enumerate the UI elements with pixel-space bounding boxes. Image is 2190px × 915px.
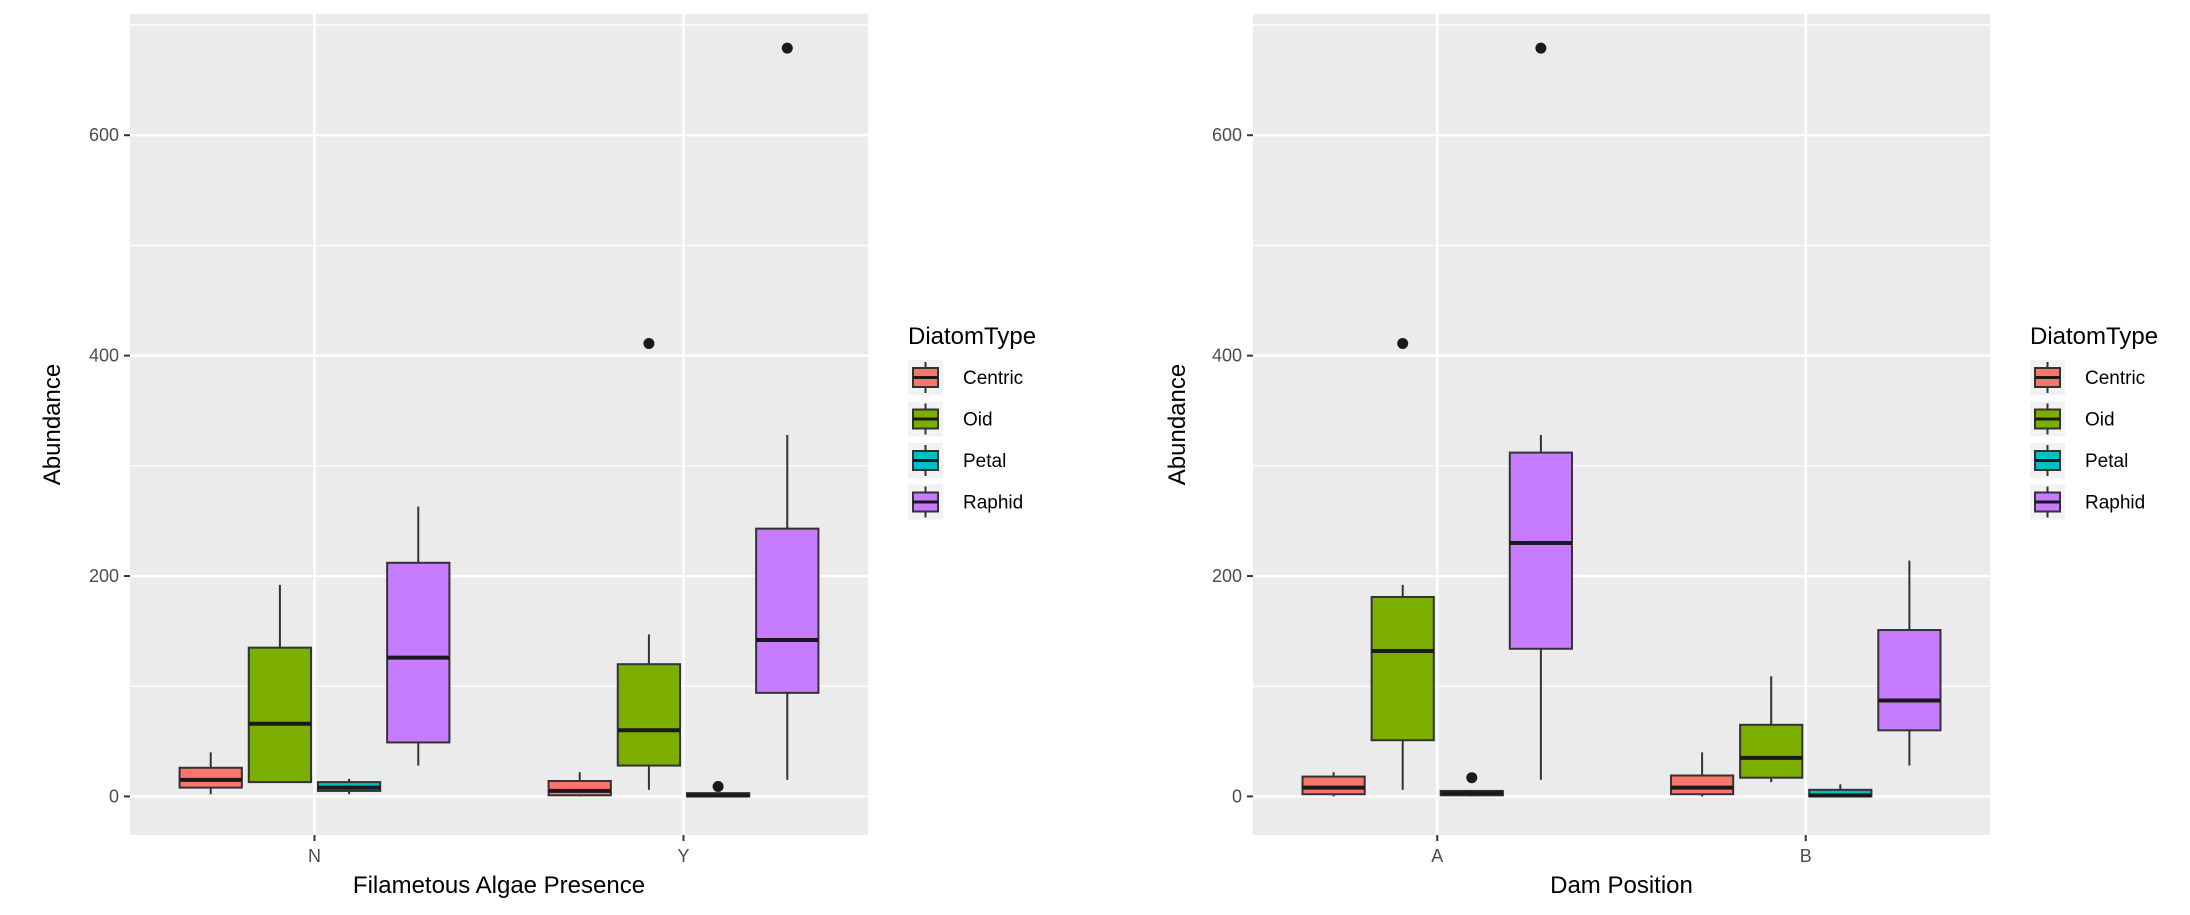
chart-1-legend-item-petal: Petal — [908, 443, 1006, 478]
chart-2-box-centric-a — [1301, 772, 1366, 797]
chart-2-legend-label: Centric — [2085, 368, 2145, 389]
chart-1-box-centric-n — [178, 752, 243, 795]
chart-2-outlier-point — [1397, 338, 1409, 350]
chart-2-y-tick-label: 200 — [1212, 566, 1242, 586]
chart-2-x-tick-label: A — [1431, 846, 1443, 866]
chart-2-plot: 0 200 400 600 A B Dam Position Abundance — [1164, 14, 1990, 899]
chart-1-y-tick-label: 600 — [89, 125, 119, 145]
chart-1-legend-label: Oid — [963, 410, 993, 431]
chart-1-legend-item-raphid: Raphid — [908, 484, 1023, 520]
chart-2-legend-label: Oid — [2085, 410, 2115, 431]
chart-1-legend-label: Centric — [963, 368, 1023, 389]
chart-1-legend-label: Raphid — [963, 493, 1023, 514]
chart-1-box-centric-y — [547, 772, 612, 797]
chart-2-legend-item-petal: Petal — [2030, 443, 2128, 478]
chart-2-box-body — [1877, 629, 1942, 732]
chart-2-outlier-point — [1466, 772, 1478, 784]
chart-1-box-body — [178, 766, 243, 789]
chart-1-legend-item-centric: Centric — [908, 360, 1023, 395]
chart-1-legend-label: Petal — [963, 451, 1006, 472]
chart-1-x-tick-label: Y — [677, 846, 689, 866]
chart-1-outlier-point — [712, 781, 724, 793]
chart-1-box-petal-n — [316, 778, 382, 795]
chart-2-box-oid-a — [1370, 338, 1435, 790]
chart-2-box-body — [1301, 775, 1366, 796]
chart-1-outlier-point — [781, 42, 793, 54]
chart-1-x-tick-label: N — [308, 846, 321, 866]
chart-1-box-body — [616, 663, 682, 767]
chart-1-box-body — [755, 527, 820, 694]
chart-1-box-body — [247, 646, 313, 784]
chart-1-y-tick-label: 400 — [89, 346, 119, 366]
chart-2-y-tick-label: 600 — [1212, 125, 1242, 145]
chart-1-box-oid-y — [616, 338, 682, 790]
chart-1-y-tick-label: 200 — [89, 566, 119, 586]
chart-2-box-oid-b — [1739, 676, 1804, 783]
chart-1-panel-background — [130, 14, 868, 835]
chart-1-legend-item-oid: Oid — [908, 401, 993, 437]
chart-1-legend: DiatomType Centric Oid Petal Raphid — [908, 323, 1036, 520]
chart-2-legend: DiatomType Centric Oid Petal Raphid — [2030, 323, 2158, 520]
chart-2-legend-label: Petal — [2085, 451, 2128, 472]
chart-1-plot: 0 200 400 600 N Y Filametous Algae Presence Abu… — [39, 14, 868, 899]
chart-2-box-petal-a — [1439, 772, 1504, 797]
chart-1-y-axis-title: Abundance — [39, 364, 66, 485]
chart-2-x-axis-title: Dam Position — [1550, 872, 1693, 899]
chart-2-box-petal-b — [1808, 784, 1873, 798]
chart-2-outlier-point — [1535, 42, 1547, 54]
chart-1-box-oid-n — [247, 584, 313, 784]
chart-2-legend-item-raphid: Raphid — [2030, 484, 2145, 520]
chart-2-legend-item-oid: Oid — [2030, 401, 2115, 437]
chart-1-y-tick-label: 0 — [109, 786, 119, 806]
chart-1-box-petal-y — [685, 781, 751, 798]
chart-2-y-tick-label: 0 — [1232, 786, 1242, 806]
chart-2-y-tick-label: 400 — [1212, 346, 1242, 366]
chart-2-box-raphid-b — [1877, 560, 1942, 766]
chart-2-legend-item-centric: Centric — [2030, 360, 2145, 395]
chart-2-box-body — [1739, 723, 1804, 779]
chart-2-y-axis-title: Abundance — [1164, 364, 1191, 485]
chart-2-box-body — [1508, 451, 1573, 650]
chart-1-box-body — [547, 780, 612, 797]
chart-2-legend-title: DiatomType — [2030, 323, 2158, 350]
chart-1-box-body — [386, 561, 451, 744]
chart-2-x-tick-label: B — [1800, 846, 1812, 866]
chart-1-outlier-point — [643, 338, 655, 350]
chart-2-box-body — [1370, 595, 1435, 742]
chart-2-box-raphid-a — [1508, 42, 1573, 780]
chart-1-box-raphid-y — [755, 42, 820, 780]
chart-1-x-axis-title: Filametous Algae Presence — [353, 872, 645, 899]
chart-1-legend-title: DiatomType — [908, 323, 1036, 350]
chart-2-legend-label: Raphid — [2085, 493, 2145, 514]
chart-2-box-centric-b — [1670, 752, 1735, 797]
chart-1-box-raphid-n — [386, 506, 451, 766]
chart-2-box-body — [1670, 774, 1735, 796]
